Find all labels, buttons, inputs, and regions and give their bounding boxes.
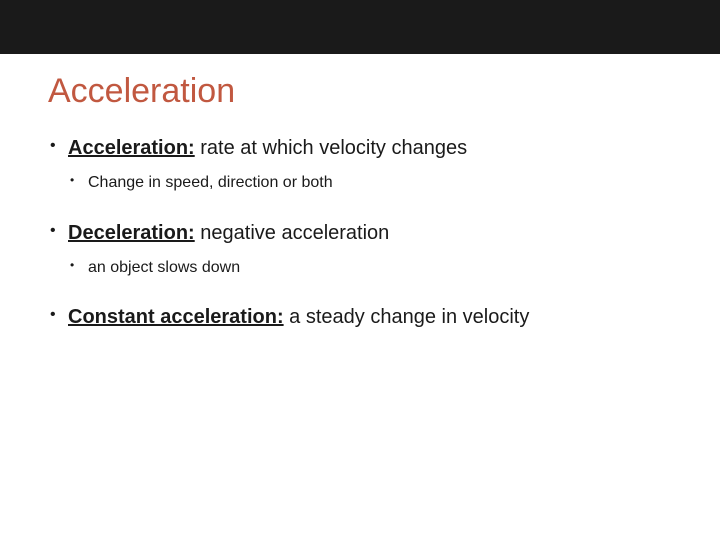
sub-list-item: Change in speed, direction or both [68,172,672,194]
top-bar [0,0,720,54]
definition: a steady change in velocity [284,306,530,328]
slide-title: Acceleration [48,72,672,111]
bullet-list: Acceleration: rate at which velocity cha… [48,135,672,331]
term: Constant acceleration: [68,306,284,328]
slide-content: Acceleration Acceleration: rate at which… [0,54,720,331]
term: Acceleration: [68,137,195,159]
list-item: Constant acceleration: a steady change i… [48,304,672,331]
definition: rate at which velocity changes [195,137,467,159]
list-item: Acceleration: rate at which velocity cha… [48,135,672,162]
sub-text: Change in speed, direction or both [88,174,333,191]
sub-list-item: an object slows down [68,257,672,279]
definition: negative acceleration [195,222,390,244]
list-item: Deceleration: negative acceleration [48,220,672,247]
sub-text: an object slows down [88,259,240,276]
term: Deceleration: [68,222,195,244]
